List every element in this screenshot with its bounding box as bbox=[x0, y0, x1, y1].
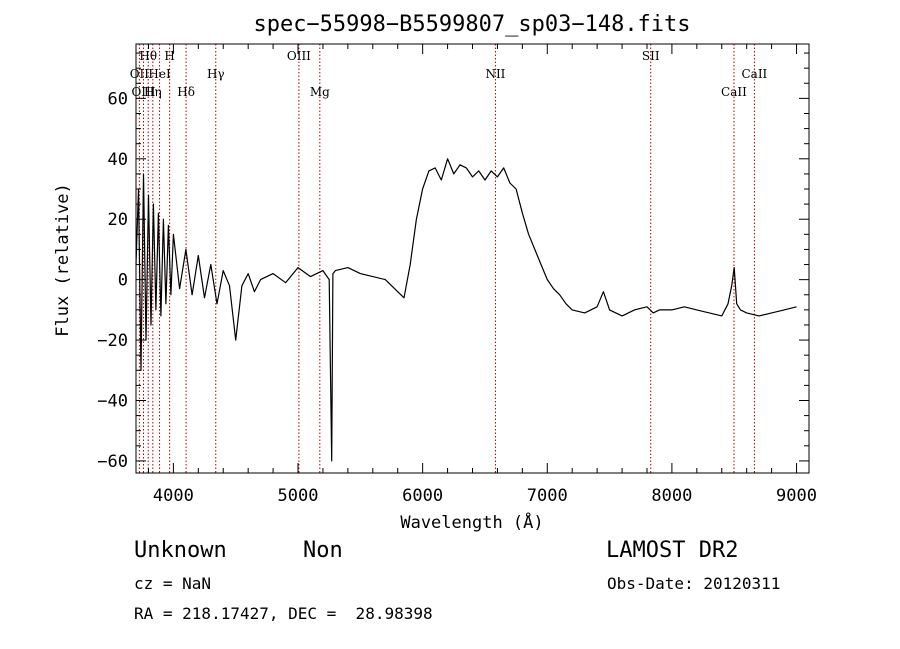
x-tick-label: 6000 bbox=[402, 486, 443, 506]
coordinates-label: RA = 218.17427, DEC = 28.98398 bbox=[134, 604, 433, 623]
x-tick-label: 5000 bbox=[278, 486, 319, 506]
y-axis-ticks: −60 −40 −20 0 20 40 60 bbox=[97, 52, 809, 472]
class-label: Unknown bbox=[134, 538, 227, 563]
x-tick-label: 9000 bbox=[776, 486, 817, 506]
x-axis-label: Wavelength (Å) bbox=[400, 511, 543, 533]
spectral-line-label: SII bbox=[642, 49, 660, 63]
spectral-line-label: OII bbox=[130, 67, 150, 81]
spectral-line-label: CaII bbox=[721, 85, 747, 99]
x-axis-ticks: 4000 5000 6000 7000 8000 9000 bbox=[147, 44, 817, 506]
survey-label: LAMOST DR2 bbox=[606, 538, 739, 563]
y-tick-label: 20 bbox=[108, 210, 128, 230]
spectral-line-label: NII bbox=[485, 67, 505, 81]
spectral-line-label: H bbox=[164, 49, 174, 63]
spectrum-series-line bbox=[135, 158, 797, 462]
spectral-line-label: Hθ bbox=[139, 49, 157, 63]
y-tick-label: −60 bbox=[97, 452, 128, 472]
spectral-line-label: HeI bbox=[148, 67, 171, 81]
spectral-line-label: OIII bbox=[287, 49, 311, 63]
chart-title: spec−55998−B5599807_sp03−148.fits bbox=[253, 12, 690, 37]
spectral-line-label: Mg bbox=[310, 85, 330, 99]
y-tick-label: 60 bbox=[108, 89, 128, 109]
y-tick-label: −40 bbox=[97, 391, 128, 411]
y-axis-label: Flux (relative) bbox=[53, 183, 73, 337]
spectral-line-label: Hδ bbox=[177, 85, 195, 99]
spectral-line-label: Hη bbox=[144, 85, 162, 99]
spectral-line-label: CaII bbox=[741, 67, 767, 81]
redshift-label: cz = NaN bbox=[134, 574, 212, 593]
spectral-line-markers bbox=[138, 44, 755, 473]
plot-frame bbox=[135, 43, 810, 474]
x-tick-label: 8000 bbox=[651, 486, 692, 506]
y-tick-label: 0 bbox=[118, 271, 128, 291]
x-tick-label: 4000 bbox=[153, 486, 194, 506]
y-tick-label: 40 bbox=[108, 150, 128, 170]
y-tick-label: −20 bbox=[97, 331, 128, 351]
spectral-line-label: OIII bbox=[131, 85, 155, 99]
obs-date-label: Obs-Date: 20120311 bbox=[607, 574, 781, 593]
subclass-label: Non bbox=[303, 538, 343, 563]
x-tick-label: 7000 bbox=[527, 486, 568, 506]
spectral-line-label: Hγ bbox=[207, 67, 225, 81]
